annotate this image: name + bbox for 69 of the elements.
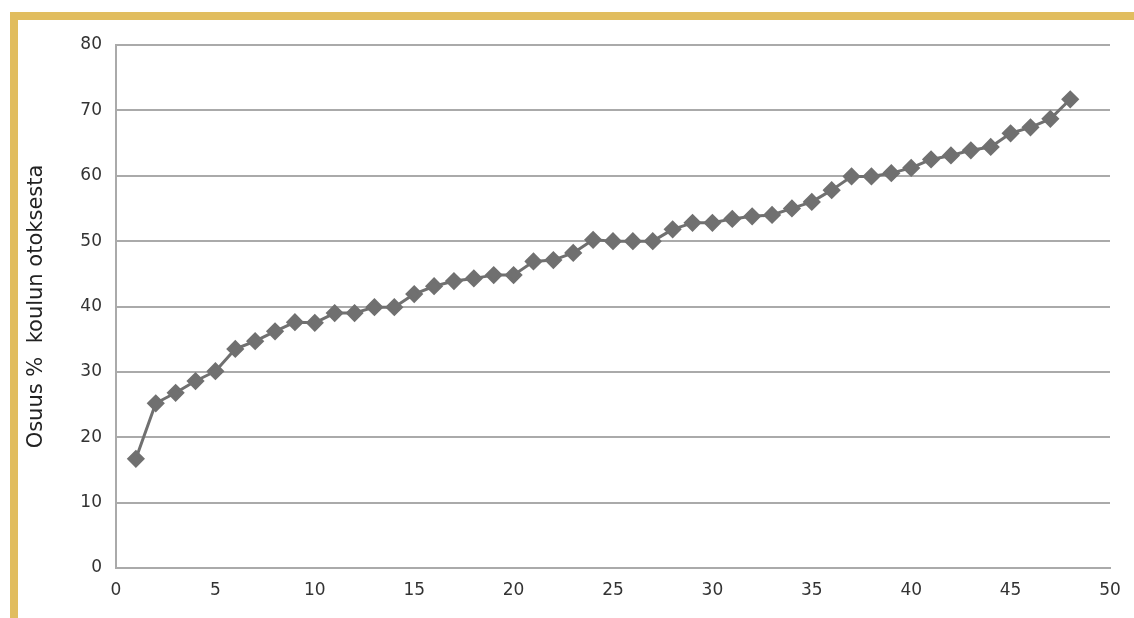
- point: [783, 199, 801, 217]
- point: [206, 362, 224, 380]
- point: [962, 141, 980, 159]
- x-tick-label: 20: [502, 578, 525, 599]
- y-tick-label: 60: [80, 164, 102, 185]
- point: [624, 232, 642, 250]
- point: [763, 206, 781, 224]
- point: [584, 231, 602, 249]
- point: [922, 150, 940, 168]
- point: [703, 214, 721, 232]
- point: [862, 167, 880, 185]
- point: [127, 450, 145, 468]
- x-tick-label: 30: [701, 578, 724, 599]
- x-tick-label: 35: [800, 578, 823, 599]
- point: [723, 210, 741, 228]
- x-tick-label: 45: [999, 578, 1022, 599]
- point: [1021, 118, 1039, 136]
- x-tick-label: 25: [602, 578, 624, 599]
- y-tick-label: 10: [80, 491, 102, 512]
- point: [405, 285, 423, 303]
- point: [664, 220, 682, 238]
- point: [803, 193, 821, 211]
- point: [823, 181, 841, 199]
- point: [505, 266, 523, 284]
- x-tick-label: 5: [209, 578, 221, 599]
- point: [445, 272, 463, 290]
- point: [684, 214, 702, 232]
- point: [644, 232, 662, 250]
- y-tick-label: 30: [80, 360, 102, 381]
- point: [286, 313, 304, 331]
- point: [465, 269, 483, 287]
- point: [1002, 124, 1020, 142]
- point: [982, 138, 1000, 156]
- x-tick-label: 10: [303, 578, 326, 599]
- x-tick-label: 15: [403, 578, 426, 599]
- point: [843, 167, 861, 185]
- point: [564, 244, 582, 262]
- x-tick-label: 0: [110, 578, 122, 599]
- y-axis-title: Osuus % koulun otoksesta: [23, 164, 48, 449]
- point: [882, 164, 900, 182]
- y-tick-label: 70: [80, 98, 102, 119]
- point: [743, 207, 761, 225]
- y-tick-label: 80: [80, 33, 102, 54]
- point: [266, 322, 284, 340]
- point: [604, 232, 622, 250]
- point: [902, 159, 920, 177]
- point: [1061, 90, 1079, 108]
- y-tick-label: 20: [80, 425, 102, 446]
- point: [226, 340, 244, 358]
- point: [1041, 110, 1059, 128]
- point: [365, 298, 383, 316]
- point: [346, 304, 364, 322]
- x-tick-label: 50: [1099, 578, 1121, 599]
- y-tick-label: 50: [80, 229, 102, 250]
- point: [147, 394, 165, 412]
- point: [246, 332, 264, 350]
- point: [425, 277, 443, 295]
- point: [167, 384, 185, 402]
- point: [544, 251, 562, 269]
- y-tick-label: 0: [91, 556, 102, 577]
- point: [942, 146, 960, 164]
- point: [306, 314, 324, 332]
- x-tick-label: 40: [900, 578, 923, 599]
- point: [485, 266, 503, 284]
- point: [187, 372, 205, 390]
- point: [524, 252, 542, 270]
- y-tick-label: 40: [80, 294, 102, 315]
- point: [385, 298, 403, 316]
- point: [326, 304, 344, 322]
